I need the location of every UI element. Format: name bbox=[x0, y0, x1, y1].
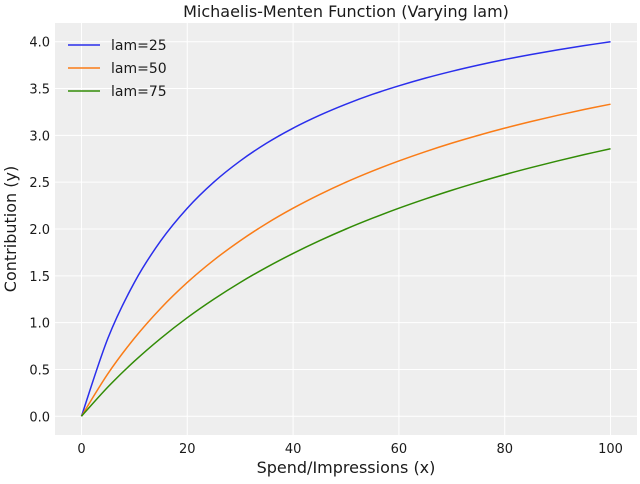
x-tick-label: 60 bbox=[391, 442, 408, 457]
x-axis-label: Spend/Impressions (x) bbox=[257, 458, 436, 477]
series-line-lam-25 bbox=[80, 40, 611, 417]
x-tick-label: 100 bbox=[598, 442, 623, 457]
y-tick-label: 1.0 bbox=[29, 317, 50, 332]
legend: lam=25 lam=50 lam=75 bbox=[68, 38, 167, 100]
y-tick-label: 2.0 bbox=[29, 223, 50, 238]
y-tick-label: 0.5 bbox=[29, 363, 50, 378]
series-line-lam-50 bbox=[80, 103, 611, 417]
y-tick-label: 2.5 bbox=[29, 176, 50, 191]
legend-label: lam=25 bbox=[111, 38, 167, 54]
x-tick-label: 80 bbox=[496, 442, 513, 457]
y-axis-label: Contribution (y) bbox=[1, 166, 20, 292]
x-tick-label: 0 bbox=[77, 442, 85, 457]
legend-label: lam=50 bbox=[111, 61, 167, 77]
legend-label: lam=75 bbox=[111, 84, 167, 100]
y-tick-label: 1.5 bbox=[29, 270, 50, 285]
y-tick-label: 3.0 bbox=[29, 129, 50, 144]
y-tick-label: 4.0 bbox=[29, 36, 50, 51]
y-tick-label: 0.0 bbox=[29, 410, 50, 425]
tick-labels: 0 20 40 60 80 100 0.0 0.5 1.0 1.5 2.0 2.5 3.0 3.5 4.0 bbox=[29, 36, 623, 457]
x-tick-label: 40 bbox=[285, 442, 302, 457]
series-lines bbox=[80, 40, 611, 417]
series-line-lam-75 bbox=[80, 148, 611, 417]
x-tick-label: 20 bbox=[179, 442, 196, 457]
chart-title: Michaelis-Menten Function (Varying lam) bbox=[183, 2, 509, 21]
y-tick-label: 3.5 bbox=[29, 83, 50, 98]
